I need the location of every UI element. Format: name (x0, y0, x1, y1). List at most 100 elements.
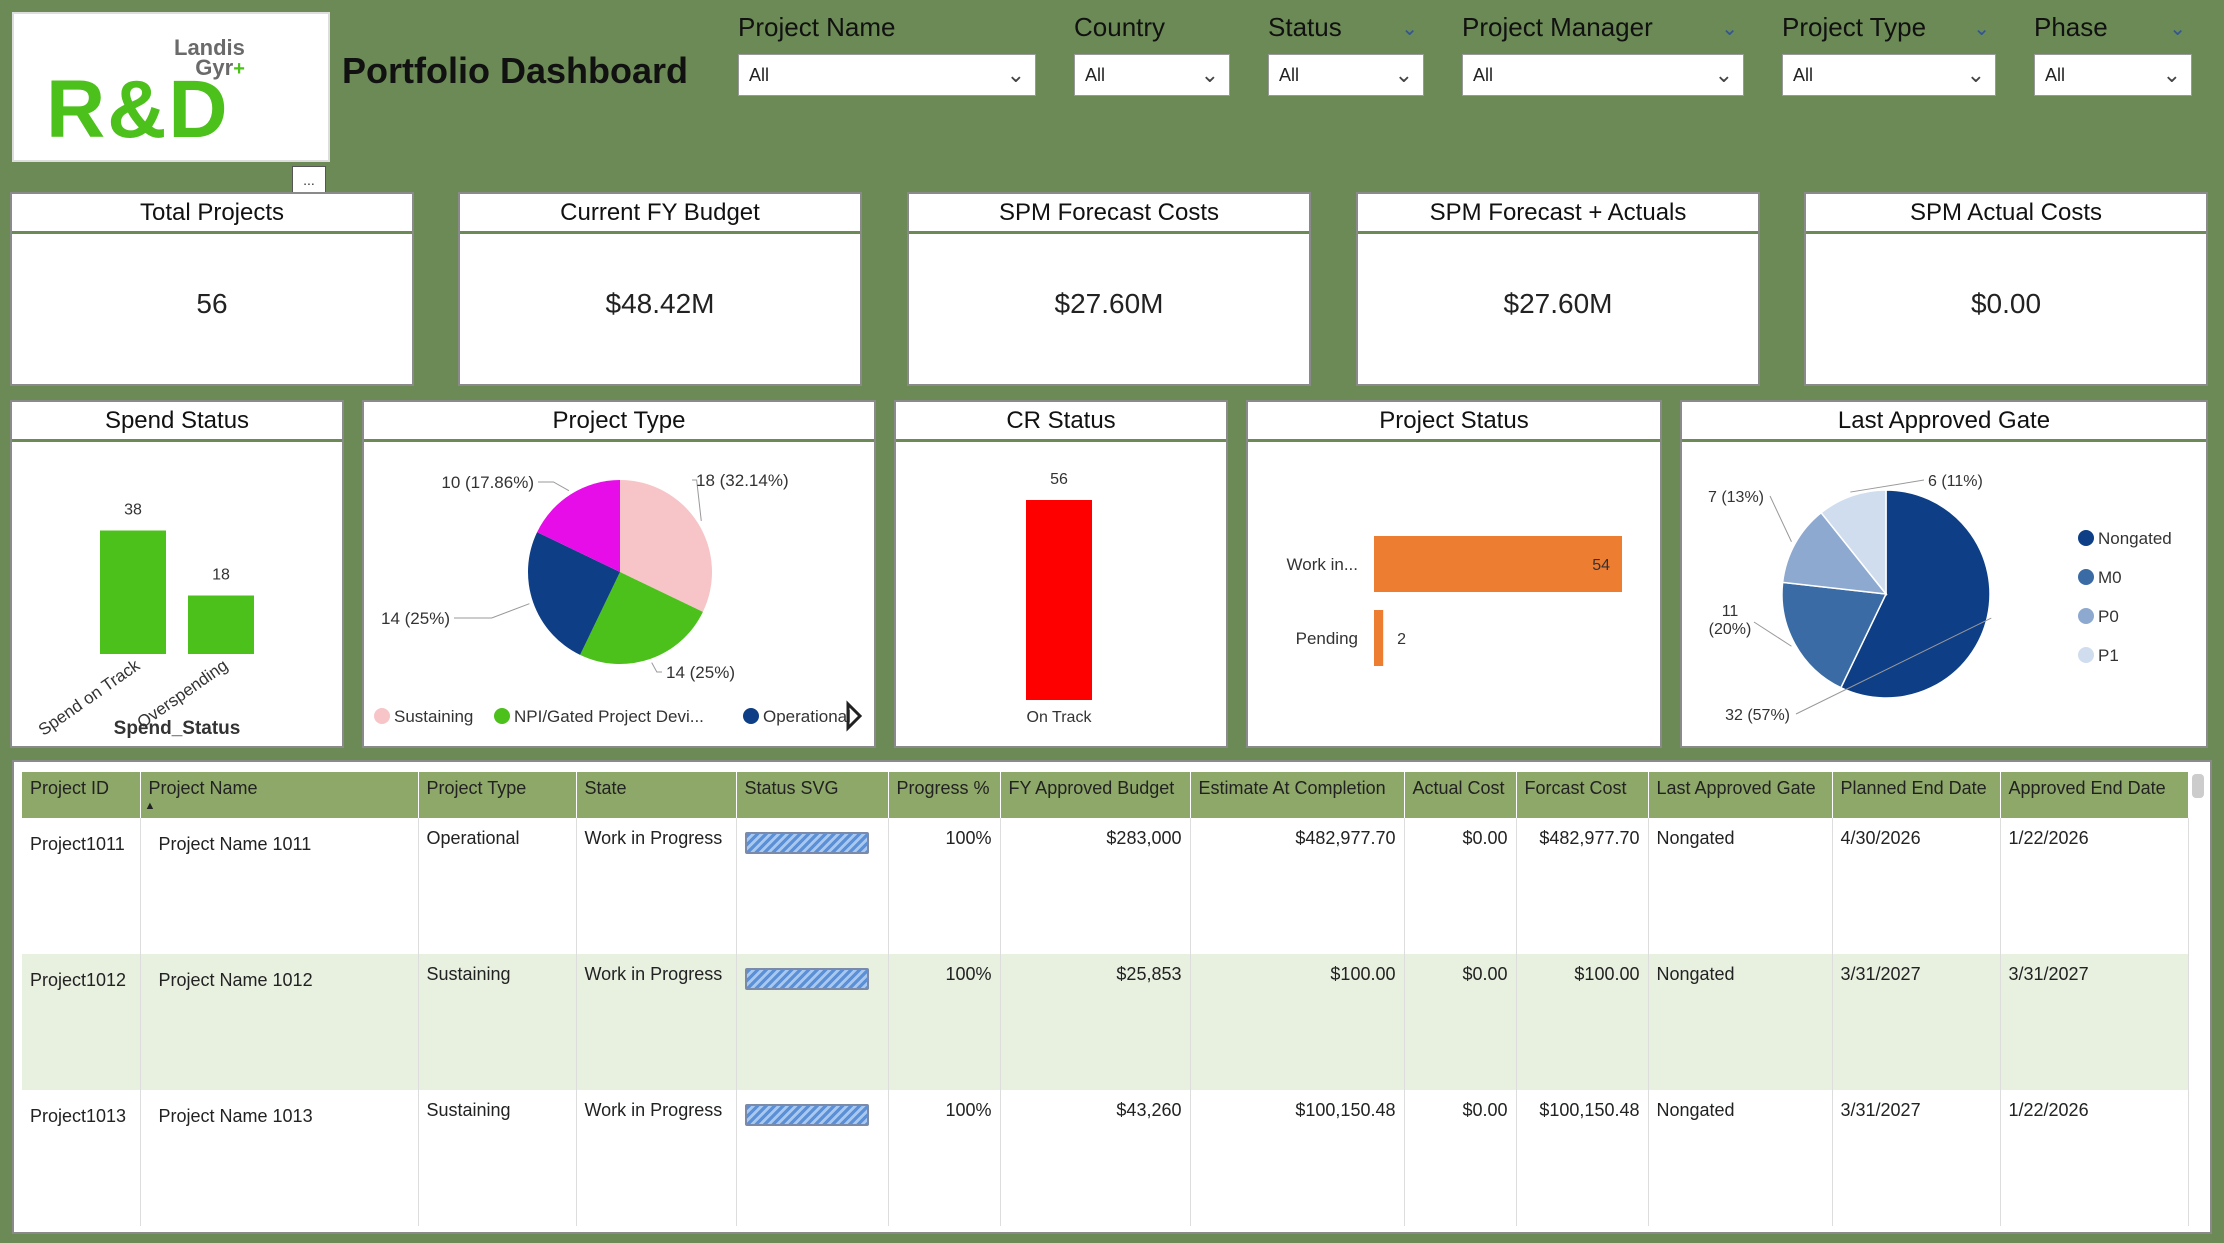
data-label: 14 (25%) (666, 663, 735, 682)
legend-item: P0 (2098, 607, 2119, 626)
chevron-down-icon: ⌄ (2162, 62, 2181, 87)
chart-title: CR Status (896, 402, 1226, 442)
cell-type: Sustaining (418, 1090, 577, 1226)
table-row[interactable]: Project1011 Project Name 1011 Operational W… (22, 818, 2189, 954)
column-header-approved-end-date[interactable]: Approved End Date (2000, 772, 2189, 818)
category-label: On Track (1027, 709, 1093, 726)
status-progress-bar (744, 968, 869, 990)
pie-slice-p0[interactable] (1781, 511, 1888, 595)
table-row[interactable]: Project1013 Project Name 1013 Sustaining Wo… (22, 1090, 2189, 1226)
cell-budget: $283,000 (1000, 818, 1191, 954)
bar-spend-on-track[interactable] (100, 530, 166, 655)
cell-svg (736, 818, 889, 954)
kpi-value: $48.42M (605, 288, 715, 319)
pie-slice-npi-gated-project-devi-[interactable] (580, 572, 703, 664)
cell-forecast: $482,977.70 (1516, 818, 1649, 954)
data-label: 54 (1592, 557, 1610, 574)
status-progress-bar (744, 832, 869, 854)
cell-gate: Nongated (1648, 1090, 1833, 1226)
pie-slice-p1[interactable] (1820, 489, 1887, 597)
country-dropdown[interactable]: All ⌄ (1074, 54, 1230, 96)
cell-id: Project1012 (22, 954, 141, 1090)
legend-swatch (2078, 647, 2094, 663)
chevron-down-icon[interactable]: ⌄ (1973, 18, 1990, 40)
column-header-project-name[interactable]: Project Name ▲ (140, 772, 419, 818)
column-header-status-svg[interactable]: Status SVG (736, 772, 889, 818)
last-approved-gate-chart[interactable]: 32 (57%) 11 (20%) 7 (13%) 6 (11%) Nongated M0 P… (1682, 444, 2206, 746)
pie-slice-other[interactable] (537, 480, 620, 572)
cell-planned: 3/31/2027 (1832, 954, 2001, 1090)
cell-gate: Nongated (1648, 818, 1833, 954)
bar-overspending[interactable] (188, 595, 254, 655)
cell-type: Operational (418, 818, 577, 954)
data-label: 7 (13%) (1708, 489, 1764, 506)
pie-slice-operational[interactable] (528, 532, 620, 655)
kpi-title: SPM Forecast Costs (909, 194, 1309, 234)
leader-line (692, 479, 702, 521)
column-header-forcast-cost[interactable]: Forcast Cost (1516, 772, 1649, 818)
pie-slice-nongated[interactable] (1839, 489, 1991, 699)
cell-approved: 1/22/2026 (2000, 1090, 2189, 1226)
column-header-project-type[interactable]: Project Type (418, 772, 577, 818)
cell-name: Project Name 1013 (140, 1090, 419, 1226)
filter-country: Country All ⌄ (1074, 10, 1230, 96)
filter-label: Country (1074, 12, 1166, 42)
chart-cr-status: CR Status 56 On Track (894, 400, 1228, 748)
status-dropdown[interactable]: All ⌄ (1268, 54, 1424, 96)
column-header-fy-approved-budget[interactable]: FY Approved Budget (1000, 772, 1191, 818)
cell-svg (736, 954, 889, 1090)
phase-dropdown[interactable]: All ⌄ (2034, 54, 2192, 96)
project-type-chart[interactable]: 18 (32.14%) 14 (25%) 14 (25%) 10 (17.86%) Su… (364, 444, 874, 746)
sort-ascending-icon: ▲ (144, 800, 156, 812)
filter-project-type: Project Type ⌄ All ⌄ (1782, 10, 1996, 96)
cell-budget: $25,853 (1000, 954, 1191, 1090)
bar-work-in-[interactable] (1374, 536, 1622, 592)
cr-status-chart[interactable]: 56 On Track (896, 444, 1226, 746)
cell-eac: $100.00 (1190, 954, 1405, 1090)
kpi-spm-actual-costs: SPM Actual Costs $0.00 (1804, 192, 2208, 386)
chevron-down-icon: ⌄ (1394, 62, 1413, 87)
cell-svg (736, 1090, 889, 1226)
column-header-estimate-at-completion[interactable]: Estimate At Completion (1190, 772, 1405, 818)
chevron-down-icon[interactable]: ⌄ (1401, 18, 1418, 40)
column-header-project-id[interactable]: Project ID (22, 772, 141, 818)
bar-on-track[interactable] (1026, 500, 1092, 700)
chart-title: Last Approved Gate (1682, 402, 2206, 442)
bar-pending[interactable] (1374, 610, 1384, 666)
chevron-down-icon[interactable]: ⌄ (1721, 18, 1738, 40)
column-header-last-approved-gate[interactable]: Last Approved Gate (1648, 772, 1833, 818)
chart-title: Spend Status (12, 402, 342, 442)
projects-table-container: Project ID Project Name ▲ Project Type State… (12, 760, 2212, 1234)
leader-line (1753, 621, 1792, 647)
cell-state: Work in Progress (576, 818, 737, 954)
column-header-progress[interactable]: Progress % (888, 772, 1001, 818)
legend-swatch (2078, 569, 2094, 585)
vertical-scrollbar[interactable] (2192, 774, 2204, 798)
pie-slice-m0[interactable] (1781, 581, 1888, 689)
filter-status: Status ⌄ All ⌄ (1268, 10, 1424, 96)
chart-project-type: Project Type 18 (32.14%) 14 (25%) 14 (25%)… (362, 400, 876, 748)
project-status-chart[interactable]: Work in... 54 Pending 2 (1248, 444, 1660, 746)
chevron-down-icon: ⌄ (1006, 62, 1025, 87)
chevron-down-icon[interactable]: ⌄ (2169, 18, 2186, 40)
filter-label: Project Name (738, 12, 896, 42)
cell-type: Sustaining (418, 954, 577, 1090)
column-header-planned-end-date[interactable]: Planned End Date (1832, 772, 2001, 818)
legend-next-icon[interactable] (846, 700, 863, 732)
cell-approved: 3/31/2027 (2000, 954, 2189, 1090)
column-header-state[interactable]: State (576, 772, 737, 818)
project-name-dropdown[interactable]: All ⌄ (738, 54, 1036, 96)
cell-name: Project Name 1011 (140, 818, 419, 954)
category-label: Pending (1296, 629, 1358, 648)
cell-state: Work in Progress (576, 954, 737, 1090)
pie-slice-sustaining[interactable] (620, 480, 712, 612)
table-header-row: Project ID Project Name ▲ Project Type State… (22, 772, 2189, 818)
project-manager-dropdown[interactable]: All ⌄ (1462, 54, 1744, 96)
project-type-dropdown[interactable]: All ⌄ (1782, 54, 1996, 96)
table-row[interactable]: Project1012 Project Name 1012 Sustaining Wo… (22, 954, 2189, 1090)
cell-budget: $43,260 (1000, 1090, 1191, 1226)
data-label: 38 (124, 502, 142, 519)
column-header-actual-cost[interactable]: Actual Cost (1404, 772, 1517, 818)
legend-item: M0 (2098, 568, 2122, 587)
